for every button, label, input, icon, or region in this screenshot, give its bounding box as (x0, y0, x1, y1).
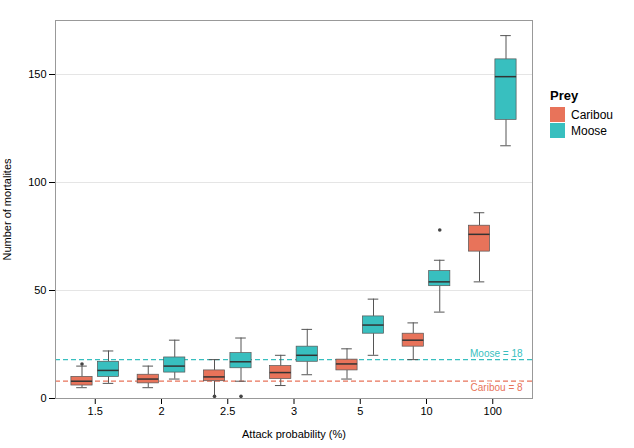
svg-text:10: 10 (420, 405, 432, 417)
svg-text:150: 150 (28, 68, 46, 80)
svg-text:Attack probability (%): Attack probability (%) (242, 428, 346, 440)
svg-text:50: 50 (34, 284, 46, 296)
svg-text:100: 100 (28, 176, 46, 188)
svg-text:Caribou = 8: Caribou = 8 (471, 382, 523, 393)
html-text:Moose: Moose (571, 123, 607, 138)
svg-text:Number of mortalites: Number of mortalites (1, 158, 13, 261)
svg-text:1.5: 1.5 (88, 405, 103, 417)
html-text:Caribou: Caribou (571, 107, 613, 122)
svg-text:Moose = 18: Moose = 18 (470, 348, 523, 359)
svg-text:2: 2 (158, 405, 164, 417)
svg-text:0: 0 (40, 392, 46, 404)
svg-text:5: 5 (357, 405, 363, 417)
svg-text:100: 100 (484, 405, 502, 417)
html-text:Prey: Prey (550, 88, 579, 103)
svg-text:2.5: 2.5 (220, 405, 235, 417)
svg-text:3: 3 (291, 405, 297, 417)
